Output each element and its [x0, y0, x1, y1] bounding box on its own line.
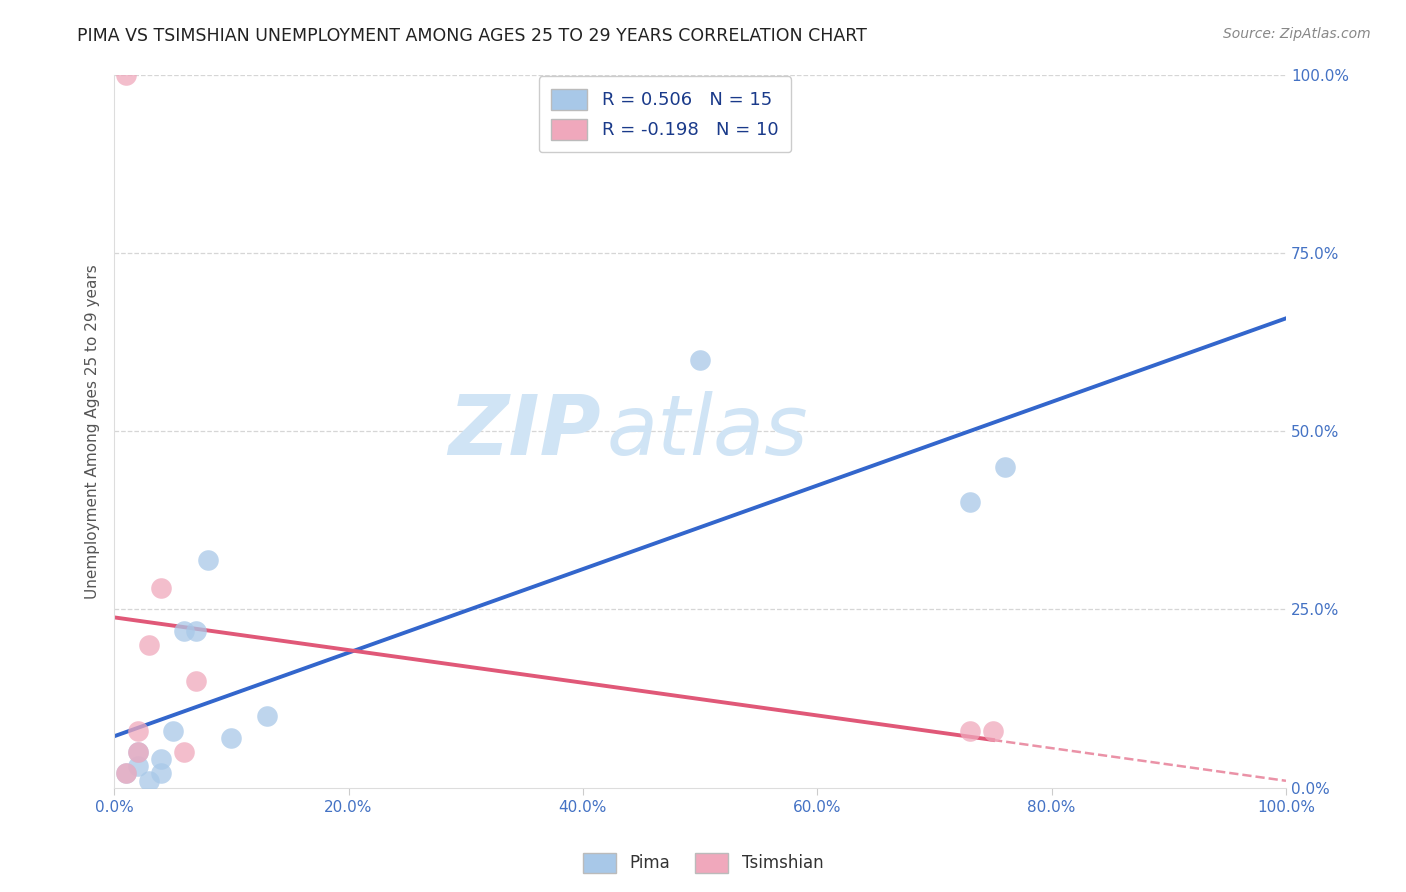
Point [994, 459, 1017, 474]
Text: ZIP: ZIP [449, 391, 600, 472]
Point [959, 723, 981, 738]
Text: atlas: atlas [606, 391, 808, 472]
Point [115, 766, 138, 780]
Point [127, 745, 149, 759]
Point [221, 731, 243, 745]
Point [959, 495, 981, 509]
Point [186, 673, 208, 688]
Text: Source: ZipAtlas.com: Source: ZipAtlas.com [1223, 27, 1371, 41]
Point [162, 723, 184, 738]
Point [150, 581, 173, 595]
Point [138, 773, 160, 788]
Point [173, 745, 195, 759]
Point [197, 552, 219, 566]
Point [138, 638, 160, 652]
Point [115, 766, 138, 780]
Point [256, 709, 278, 723]
Point [981, 723, 1004, 738]
Point [689, 352, 711, 367]
Legend: Pima, Tsimshian: Pima, Tsimshian [576, 847, 830, 880]
Point [150, 766, 173, 780]
Point [173, 624, 195, 638]
Point [127, 745, 149, 759]
Point [150, 752, 173, 766]
Text: PIMA VS TSIMSHIAN UNEMPLOYMENT AMONG AGES 25 TO 29 YEARS CORRELATION CHART: PIMA VS TSIMSHIAN UNEMPLOYMENT AMONG AGE… [77, 27, 868, 45]
Y-axis label: Unemployment Among Ages 25 to 29 years: Unemployment Among Ages 25 to 29 years [86, 264, 100, 599]
Point [115, 68, 138, 82]
Point [127, 759, 149, 773]
Legend: R = 0.506   N = 15, R = -0.198   N = 10: R = 0.506 N = 15, R = -0.198 N = 10 [538, 77, 792, 153]
Point [127, 723, 149, 738]
Point [186, 624, 208, 638]
